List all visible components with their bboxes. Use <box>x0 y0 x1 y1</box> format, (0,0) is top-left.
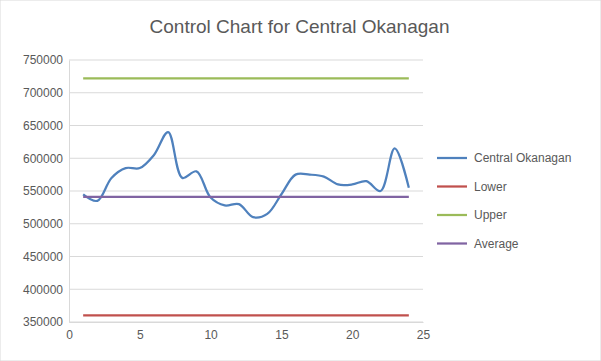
y-tick-label: 350000 <box>23 315 63 329</box>
legend-label: Upper <box>474 208 507 222</box>
x-axis: 0 5 10 15 20 25 <box>66 322 430 342</box>
y-tick-label: 400000 <box>23 283 63 297</box>
x-tick: 0 <box>66 322 73 342</box>
x-tick-label: 0 <box>66 328 73 342</box>
y-tick: 350000 <box>23 315 69 329</box>
y-tick: 550000 <box>23 184 69 198</box>
y-tick-label: 450000 <box>23 250 63 264</box>
chart: Control Chart for Central Okanagan 350000… <box>0 0 601 361</box>
series-line <box>83 77 409 79</box>
title: Control Chart for Central Okanagan <box>150 16 450 37</box>
y-tick: 750000 <box>23 53 69 67</box>
grid-line <box>69 322 423 323</box>
series-line <box>83 314 409 316</box>
y-axis-line <box>69 61 70 323</box>
legend-label: Average <box>474 237 519 251</box>
legend-swatch <box>437 242 467 244</box>
x-tick-label: 5 <box>137 328 144 342</box>
grid-line <box>69 289 423 290</box>
x-tick-label: 20 <box>346 328 360 342</box>
grid-line <box>69 158 423 159</box>
grid-line <box>69 125 423 126</box>
x-tick-label: 15 <box>275 328 289 342</box>
y-tick: 400000 <box>23 283 69 297</box>
x-tick: 10 <box>204 322 218 342</box>
background <box>0 0 601 361</box>
grid-line <box>69 191 423 192</box>
legend-label: Central Okanagan <box>474 151 571 165</box>
y-tick: 450000 <box>23 250 69 264</box>
y-tick-label: 550000 <box>23 184 63 198</box>
legend-swatch <box>437 214 467 216</box>
y-tick-label: 750000 <box>23 53 63 67</box>
y-tick-label: 600000 <box>23 152 63 166</box>
y-tick: 500000 <box>23 217 69 231</box>
y-tick: 700000 <box>23 86 69 100</box>
plot: 350000 400000 450000 500000 550000 600000 6500… <box>23 53 431 341</box>
x-tick: 20 <box>346 322 360 342</box>
y-tick-label: 500000 <box>23 217 63 231</box>
legend-swatch <box>437 185 467 187</box>
grid <box>69 60 423 322</box>
grid-line <box>69 223 423 224</box>
series-line <box>83 132 409 218</box>
series-group <box>83 78 409 315</box>
series-line <box>83 196 409 198</box>
grid-line <box>69 92 423 93</box>
y-tick-label: 700000 <box>23 86 63 100</box>
grid-line <box>69 60 423 61</box>
x-axis-line <box>70 322 424 323</box>
x-tick-label: 25 <box>417 328 431 342</box>
y-axis: 350000 400000 450000 500000 550000 600000 6500… <box>23 53 70 329</box>
y-tick: 650000 <box>23 119 69 133</box>
legend-swatch <box>437 157 467 159</box>
x-tick-label: 10 <box>204 328 218 342</box>
x-tick: 5 <box>137 322 144 342</box>
y-tick: 600000 <box>23 152 69 166</box>
legend: Central Okanagan Lower Upper Average <box>437 151 571 251</box>
grid-line <box>69 256 423 257</box>
legend-label: Lower <box>474 180 507 194</box>
y-tick-label: 650000 <box>23 119 63 133</box>
x-tick: 25 <box>417 322 431 342</box>
x-tick: 15 <box>275 322 289 342</box>
